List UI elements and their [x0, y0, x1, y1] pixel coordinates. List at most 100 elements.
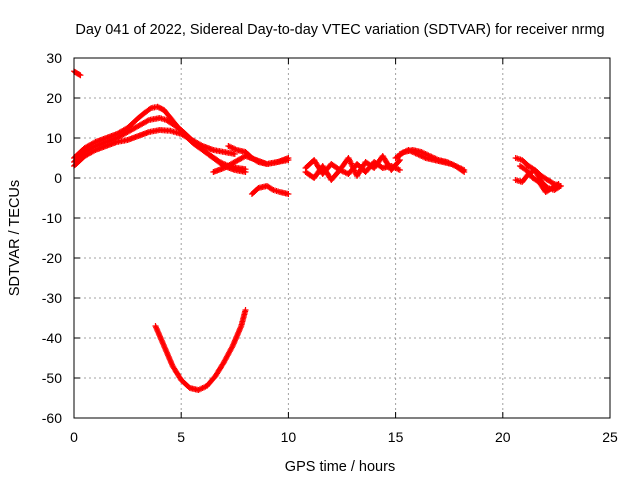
data-point — [285, 191, 292, 197]
trace-line — [321, 165, 333, 181]
trace-line — [250, 186, 260, 196]
trace-line — [547, 178, 556, 186]
y-tick-label: -50 — [42, 370, 62, 386]
trace-line — [191, 138, 204, 148]
trace-line — [373, 160, 384, 170]
x-tick-label: 15 — [388, 429, 404, 445]
trace-line — [390, 164, 401, 172]
trace-line — [137, 130, 150, 138]
trace-line — [116, 130, 129, 140]
data-series — [71, 68, 564, 393]
data-point — [242, 307, 249, 313]
trace-line — [94, 140, 107, 148]
data-point — [396, 157, 403, 163]
series-hump-15-18b — [396, 147, 468, 173]
data-point — [396, 167, 403, 173]
trace-line — [105, 140, 118, 148]
x-tick-label: 5 — [177, 429, 185, 445]
trace-line — [553, 184, 562, 192]
trace-line — [525, 169, 534, 179]
trace-line — [533, 169, 543, 183]
trace-line — [83, 144, 97, 154]
trace-line — [154, 325, 166, 347]
trace-line — [205, 375, 217, 387]
trace-line — [126, 116, 140, 130]
grid — [74, 58, 610, 418]
trace-line — [521, 158, 530, 168]
trace-line — [171, 365, 183, 381]
y-tick-label: -20 — [42, 250, 62, 266]
trace-line — [347, 163, 359, 175]
trace-line — [450, 162, 461, 170]
y-axis-label: SDTVAR / TECUs — [7, 180, 23, 296]
trace-line — [162, 345, 175, 367]
trace-line — [180, 378, 191, 390]
trace-line — [116, 126, 129, 136]
trace-line — [127, 134, 139, 142]
trace-line — [244, 154, 257, 162]
trace-line — [126, 124, 140, 134]
trace-line — [105, 132, 118, 140]
data-point — [77, 72, 84, 79]
trace-line — [416, 152, 427, 160]
x-tick-label: 0 — [70, 429, 78, 445]
plot-frame — [73, 57, 611, 419]
trace-line — [214, 361, 226, 377]
trace-line — [266, 184, 275, 192]
trace-line — [227, 144, 238, 152]
y-tick-label: 30 — [46, 50, 62, 66]
trace-line — [83, 140, 97, 150]
trace-line — [212, 156, 225, 168]
chart-title: Day 041 of 2022, Sidereal Day-to-day VTE… — [75, 22, 604, 38]
trace-line — [544, 186, 553, 194]
y-tick-label: -30 — [42, 290, 62, 306]
series-valley — [152, 307, 249, 393]
trace-line — [239, 309, 247, 327]
series-noisy-11-14b — [302, 159, 403, 183]
x-tick-label: 20 — [495, 429, 511, 445]
trace-line — [143, 106, 153, 115]
trace-line — [540, 174, 549, 182]
trace-line — [223, 160, 236, 170]
y-tick-label: -60 — [42, 410, 62, 426]
y-tick-label: 20 — [46, 90, 62, 106]
trace-line — [537, 181, 547, 193]
trace-line — [72, 146, 86, 160]
data-point — [285, 157, 292, 163]
trace-line — [255, 158, 268, 166]
trace-line — [94, 136, 107, 144]
y-tick-label: 10 — [46, 130, 62, 146]
trace-line — [222, 345, 234, 363]
trace-line — [407, 148, 418, 156]
data-point — [242, 169, 249, 175]
trace-line — [180, 132, 193, 142]
trace-line — [212, 166, 225, 174]
trace-line — [72, 150, 86, 164]
trace-line — [551, 182, 560, 190]
x-axis-label: GPS time / hours — [285, 459, 395, 475]
series-segment-early — [71, 68, 84, 79]
trace-line — [137, 118, 150, 128]
trace-line — [72, 154, 86, 168]
y-tick-label: 0 — [54, 170, 62, 186]
trace-line — [532, 176, 541, 184]
trace-line — [171, 122, 183, 132]
y-tick-label: -10 — [42, 210, 62, 226]
trace-line — [519, 164, 528, 172]
series-cluster-21c — [516, 163, 562, 195]
data-point — [555, 181, 562, 187]
trace-line — [420, 150, 431, 158]
trace-line — [201, 148, 215, 160]
x-tick-label: 10 — [281, 429, 297, 445]
trace-line — [94, 144, 107, 152]
x-tick-label: 25 — [602, 429, 618, 445]
trace-line — [234, 154, 247, 164]
data-point — [231, 151, 238, 157]
trace-line — [137, 111, 146, 120]
trace-line — [364, 161, 376, 173]
trace-line — [520, 173, 530, 183]
axis-ticks: 0 5 10 15 20 25 -60 -50 -40 -30 -20 -10 0 10 20 30 — [42, 50, 618, 445]
series-arc-low — [71, 127, 238, 169]
trace-line — [202, 144, 214, 152]
